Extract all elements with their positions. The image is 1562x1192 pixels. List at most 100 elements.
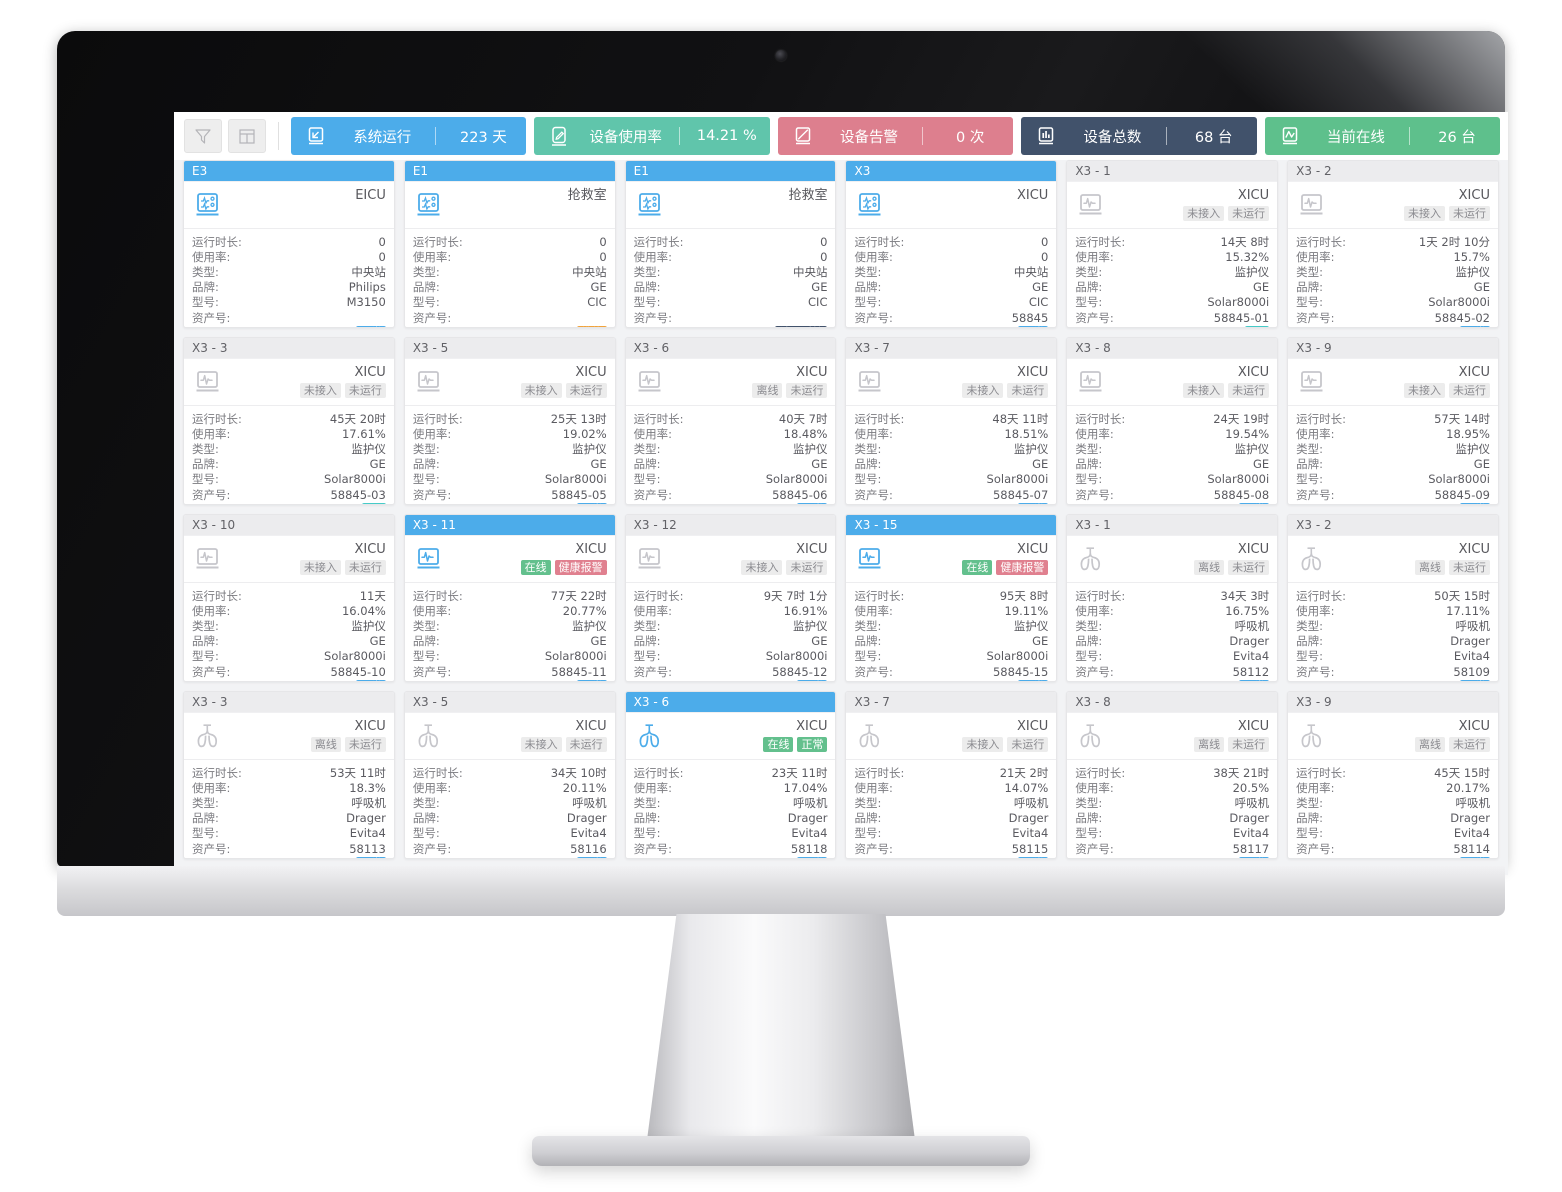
device-status-badge: 未接入 (962, 737, 1004, 752)
device-card[interactable]: E3 EICU 运行时长: 0 使用率: 0 类型: 中央站 品牌: Philips 型号: M315… (183, 160, 395, 328)
card-header[interactable]: X3 - 3 (184, 338, 394, 359)
detail-value: Evita4 (1233, 826, 1270, 841)
device-card[interactable]: X3 - 6 XICU 离线 未运行 运行时长: 40天 7时 使用率: 18.48% 类型: 监… (624, 337, 837, 505)
device-card[interactable]: X3 - 1 XICU 离线 未运行 运行时长: 34天 3时 使用率: 16.75% 类型: 呼… (1066, 514, 1279, 682)
detail-row-maint: 维护状态: 维修 (413, 325, 607, 327)
detail-label: 维护状态: (1075, 502, 1125, 504)
card-header[interactable]: X3 - 1 (1067, 515, 1278, 536)
card-header[interactable]: X3 (846, 161, 1057, 182)
kpi-device-alarm[interactable]: 设备告警 0 次 (777, 117, 1014, 155)
card-header[interactable]: E1 (404, 161, 615, 182)
kpi-usage-rate[interactable]: 设备使用率 14.21 % (534, 117, 770, 155)
device-card[interactable]: X3 - 3 XICU 离线 未运行 运行时长: 53天 11时 使用率: 18.3% 类型: 呼… (183, 691, 395, 859)
detail-row-type: 类型: 监护仪 (192, 618, 386, 633)
detail-label: 资产号: (1075, 841, 1114, 856)
card-header[interactable]: X3 - 3 (184, 692, 394, 713)
device-card[interactable]: X3 - 15 XICU 在线 健康报警 运行时长: 95天 8时 使用率: 19.11% 类型… (845, 514, 1058, 682)
card-header[interactable]: X3 - 1 (1067, 161, 1278, 182)
detail-label: 型号: (633, 649, 661, 664)
detail-label: 类型: (1075, 618, 1103, 633)
device-card[interactable]: X3 - 10 XICU 未接入 未运行 运行时长: 11天 使用率: 16.04% 类型: 监护… (183, 514, 395, 682)
detail-row-type: 类型: 中央站 (413, 264, 607, 279)
card-header[interactable]: X3 - 7 (846, 692, 1057, 713)
detail-label: 类型: (854, 795, 882, 810)
card-details: 运行时长: 77天 22时 使用率: 20.77% 类型: 监护仪 品牌: GE 型号: Sola… (404, 582, 615, 681)
filter-button[interactable] (184, 119, 222, 153)
detail-label: 维护状态: (854, 502, 904, 504)
status-badges: 未接入 未运行 (520, 737, 607, 752)
card-header[interactable]: X3 - 5 (404, 692, 615, 713)
detail-row-usage: 使用率: 16.04% (192, 603, 386, 618)
card-details: 运行时长: 25天 13时 使用率: 19.02% 类型: 监护仪 品牌: GE 型号: Sola… (404, 405, 615, 504)
detail-row-maint: 维护状态: 正常 (1296, 679, 1490, 681)
detail-label: 运行时长: (412, 234, 463, 249)
detail-label: 型号: (412, 472, 440, 487)
detail-label: 型号: (854, 295, 882, 310)
device-card[interactable]: X3 - 5 XICU 未接入 未运行 运行时长: 25天 13时 使用率: 19.02% 类型… (403, 337, 616, 505)
card-header[interactable]: X3 - 12 (625, 515, 836, 536)
card-header[interactable]: X3 - 6 (625, 692, 836, 713)
device-card[interactable]: X3 - 2 XICU 离线 未运行 运行时长: 50天 15时 使用率: 17.11% 类型:… (1287, 514, 1499, 682)
device-card[interactable]: X3 - 7 XICU 未接入 未运行 运行时长: 48天 11时 使用率: 18.51% 类型… (845, 337, 1058, 505)
card-header[interactable]: E1 (625, 161, 836, 182)
device-card[interactable]: X3 - 8 XICU 离线 未运行 运行时长: 38天 21时 使用率: 20.5% 类型: 呼… (1066, 691, 1279, 859)
device-card[interactable]: X3 - 9 XICU 未接入 未运行 运行时长: 57天 14时 使用率: 18.95% 类型… (1287, 337, 1499, 505)
detail-label: 维护状态: (413, 325, 463, 327)
card-header[interactable]: X3 - 5 (404, 338, 615, 359)
detail-row-runtime: 运行时长: 34天 10时 (413, 765, 607, 780)
device-card[interactable]: X3 - 7 XICU 未接入 未运行 运行时长: 21天 2时 使用率: 14.07% 类型:… (845, 691, 1058, 859)
device-status-badge: 离线 (1414, 737, 1445, 752)
detail-label: 使用率: (1075, 780, 1114, 795)
card-summary: XICU 未接入 未运行 (405, 359, 615, 405)
device-card[interactable]: X3 - 9 XICU 离线 未运行 运行时长: 45天 15时 使用率: 20.17% 类型:… (1287, 691, 1499, 859)
card-summary: XICU 离线 未运行 (1067, 713, 1277, 759)
card-header[interactable]: X3 - 8 (1067, 692, 1278, 713)
detail-label: 型号: (854, 649, 882, 664)
card-header[interactable]: X3 - 8 (1067, 338, 1278, 359)
card-header[interactable]: X3 - 7 (846, 338, 1057, 359)
device-card[interactable]: X3 - 8 XICU 未接入 未运行 运行时长: 24天 19时 使用率: 19.54% 类型… (1066, 337, 1279, 505)
device-card[interactable]: X3 - 12 XICU 未接入 未运行 运行时长: 9天 7时 1分 使用率: 16.91%… (624, 514, 837, 682)
card-title: X3 - 1 (1075, 164, 1111, 178)
card-header[interactable]: X3 - 6 (625, 338, 836, 359)
card-summary-right: XICU 在线 健康报警 (453, 542, 607, 578)
department-label: XICU (575, 719, 607, 734)
card-header[interactable]: E3 (184, 161, 394, 182)
kpi-online-now[interactable]: 当前在线 26 台 (1264, 117, 1501, 155)
alarm-icon (788, 121, 818, 151)
detail-value: Solar8000i (765, 472, 828, 487)
department-label: XICU (354, 365, 386, 380)
card-header[interactable]: X3 - 9 (1288, 692, 1498, 713)
device-status-badge: 离线 (752, 383, 783, 398)
device-card[interactable]: X3 - 5 XICU 未接入 未运行 运行时长: 34天 10时 使用率: 20.11% 类型… (403, 691, 616, 859)
card-header[interactable]: X3 - 2 (1288, 161, 1498, 182)
device-card[interactable]: X3 XICU 运行时长: 0 使用率: 0 类型: 中央站 品牌: GE 型号: CIC 资产号: 58… (845, 160, 1058, 328)
detail-label: 类型: (854, 264, 882, 279)
kpi-total-devices[interactable]: 设备总数 68 台 (1021, 117, 1257, 155)
device-card[interactable]: X3 - 2 XICU 未接入 未运行 运行时长: 1天 2时 10分 使用率: 15.7% 类… (1287, 160, 1499, 328)
detail-label: 类型: (192, 441, 219, 456)
detail-row-usage: 使用率: 19.54% (1075, 426, 1269, 441)
device-card[interactable]: X3 - 3 XICU 未接入 未运行 运行时长: 45天 20时 使用率: 17.61% 类型… (183, 337, 395, 505)
card-header[interactable]: X3 - 2 (1288, 515, 1498, 536)
detail-value: 监护仪 (1234, 264, 1270, 279)
detail-value: 17.11% (1446, 603, 1490, 618)
device-card[interactable]: X3 - 11 XICU 在线 健康报警运行时长: 77天 22时 使用率: 20.77% 类… (403, 514, 616, 682)
device-card[interactable]: X3 - 1 XICU 未接入 未运行 运行时长: 14天 8时 使用率: 15.32% 类型:… (1066, 160, 1279, 328)
card-header[interactable]: X3 - 11 (404, 515, 615, 536)
ventilator-icon (854, 719, 894, 755)
card-header[interactable]: X3 - 9 (1288, 338, 1498, 359)
card-details: 运行时长: 53天 11时 使用率: 18.3% 类型: 呼吸机 品牌: Drager 型号: E… (184, 759, 394, 858)
layout-button[interactable] (228, 119, 266, 153)
detail-label: 资产号: (633, 487, 673, 502)
device-status-badge: 离线 (1194, 560, 1225, 575)
card-header[interactable]: X3 - 15 (846, 515, 1057, 536)
card-header[interactable]: X3 - 10 (184, 515, 394, 536)
device-card[interactable]: X3 - 6 XICU 在线 正常 运行时长: 23天 11时 使用率: 17.04% 类型: 呼… (624, 691, 837, 859)
department-label: XICU (354, 542, 386, 557)
detail-value: 58845-02 (1434, 310, 1490, 325)
detail-label: 资产号: (854, 310, 893, 325)
kpi-system-runtime[interactable]: 系统运行 223 天 (291, 117, 527, 155)
